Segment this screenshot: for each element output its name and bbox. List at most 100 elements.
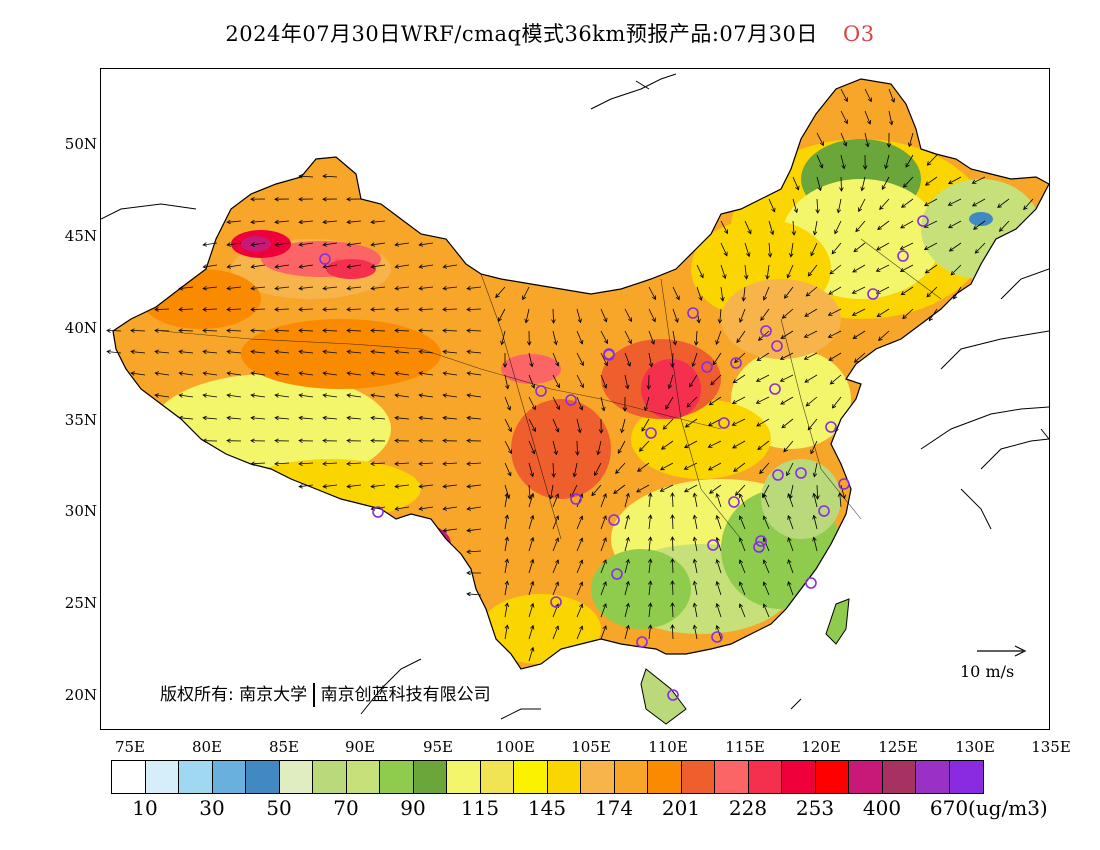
wind-arrow — [831, 242, 842, 255]
city-marker — [760, 325, 772, 337]
wind-arrow — [274, 461, 290, 466]
wind-arrow — [226, 371, 242, 376]
wind-arrow — [804, 308, 818, 317]
wind-arrow — [178, 393, 194, 398]
wind-arrow — [576, 515, 584, 530]
wind-arrow — [947, 220, 962, 229]
wind-arrow — [250, 264, 266, 269]
wind-arrow — [322, 219, 338, 225]
wind-arrow — [298, 371, 314, 376]
wind-arrow — [394, 484, 410, 489]
wind-arrow — [528, 580, 535, 596]
wind-arrow — [504, 514, 510, 530]
wind-arrow — [226, 349, 242, 355]
wind-arrow — [504, 536, 510, 552]
wind-arrow — [902, 308, 914, 320]
lon-label: 90E — [344, 738, 376, 756]
wind-arrow — [298, 242, 314, 247]
wind-arrow — [442, 484, 458, 489]
wind-arrow — [600, 330, 608, 345]
wind-arrow — [600, 625, 607, 640]
city-marker — [645, 427, 657, 439]
colorbar-swatch — [748, 761, 782, 793]
wind-arrow — [576, 352, 584, 367]
wind-arrow — [202, 349, 218, 355]
wind-arrow — [346, 219, 362, 225]
wind-arrow — [971, 198, 986, 207]
wind-arrow — [298, 219, 314, 225]
wind-arrow — [971, 176, 986, 184]
wind-arrow — [394, 307, 410, 312]
wind-arrow — [178, 285, 194, 291]
city-marker — [718, 417, 730, 429]
city-markers — [319, 215, 929, 701]
wind-arrow — [648, 308, 656, 323]
wind-arrow — [1023, 198, 1034, 211]
wind-arrow — [500, 330, 506, 346]
colorbar-label: 400 — [862, 796, 902, 820]
wind-arrow — [591, 484, 602, 497]
colorbar-label: 228 — [728, 796, 768, 820]
city-marker — [550, 596, 562, 608]
wind-arrow — [733, 462, 746, 472]
wind-arrow — [816, 154, 824, 169]
wind-arrow — [106, 328, 122, 333]
wind-arrow — [886, 132, 892, 148]
wind-arrow — [442, 438, 458, 444]
wind-arrow — [736, 330, 746, 344]
wind-vectors — [106, 88, 1034, 662]
city-marker — [570, 493, 582, 505]
wind-arrow — [466, 393, 482, 398]
wind-arrow — [298, 415, 314, 421]
wind-arrow — [827, 330, 842, 338]
wind-arrow — [812, 514, 818, 530]
wind-arrow — [576, 308, 582, 324]
wind-arrow — [130, 328, 146, 333]
city-marker — [707, 539, 719, 551]
wind-arrow — [202, 328, 218, 333]
lat-label: 35N — [64, 411, 97, 429]
wind-arrow — [683, 462, 698, 470]
wind-arrow — [226, 393, 242, 398]
wind-arrow — [418, 307, 434, 312]
wind-arrow — [879, 198, 890, 211]
wind-arrow — [551, 308, 556, 324]
wind-arrow — [670, 580, 675, 596]
wind-arrow — [298, 196, 314, 202]
wind-arrow — [370, 415, 386, 421]
wind-arrow — [202, 438, 218, 444]
wind-arrow — [370, 371, 386, 376]
wind-arrow — [672, 330, 678, 346]
wind-arrow — [739, 308, 746, 323]
wind-arrow — [684, 418, 698, 428]
wind-arrow — [528, 352, 534, 368]
lat-label: 20N — [64, 686, 97, 704]
wind-arrow — [876, 308, 890, 318]
wind-arrow — [178, 371, 194, 376]
wind-arrow — [418, 484, 434, 489]
wind-arrow — [899, 242, 914, 250]
wind-arrow — [504, 462, 512, 477]
wind-arrow — [881, 176, 890, 191]
wind-arrow — [624, 514, 630, 530]
city-marker — [372, 506, 384, 518]
wind-arrow — [768, 198, 776, 213]
wind-arrow — [346, 349, 362, 355]
wind-arrow — [902, 176, 914, 188]
wind-arrow — [370, 393, 386, 398]
colorbar-label: 670 — [929, 796, 969, 820]
wind-arrow — [712, 352, 722, 366]
wind-arrow — [858, 198, 866, 213]
lon-label: 105E — [571, 738, 611, 756]
wind-arrow — [552, 515, 560, 530]
wind-arrow — [226, 264, 242, 269]
city-marker — [565, 394, 577, 406]
colorbar-label: 90 — [400, 796, 426, 820]
colorbar-swatch — [547, 761, 581, 793]
wind-arrow — [665, 396, 674, 410]
wind-arrow — [756, 418, 770, 427]
wind-arrow — [624, 492, 630, 508]
wind-arrow — [803, 352, 818, 360]
wind-arrow — [322, 196, 338, 202]
wind-arrow — [840, 88, 848, 103]
